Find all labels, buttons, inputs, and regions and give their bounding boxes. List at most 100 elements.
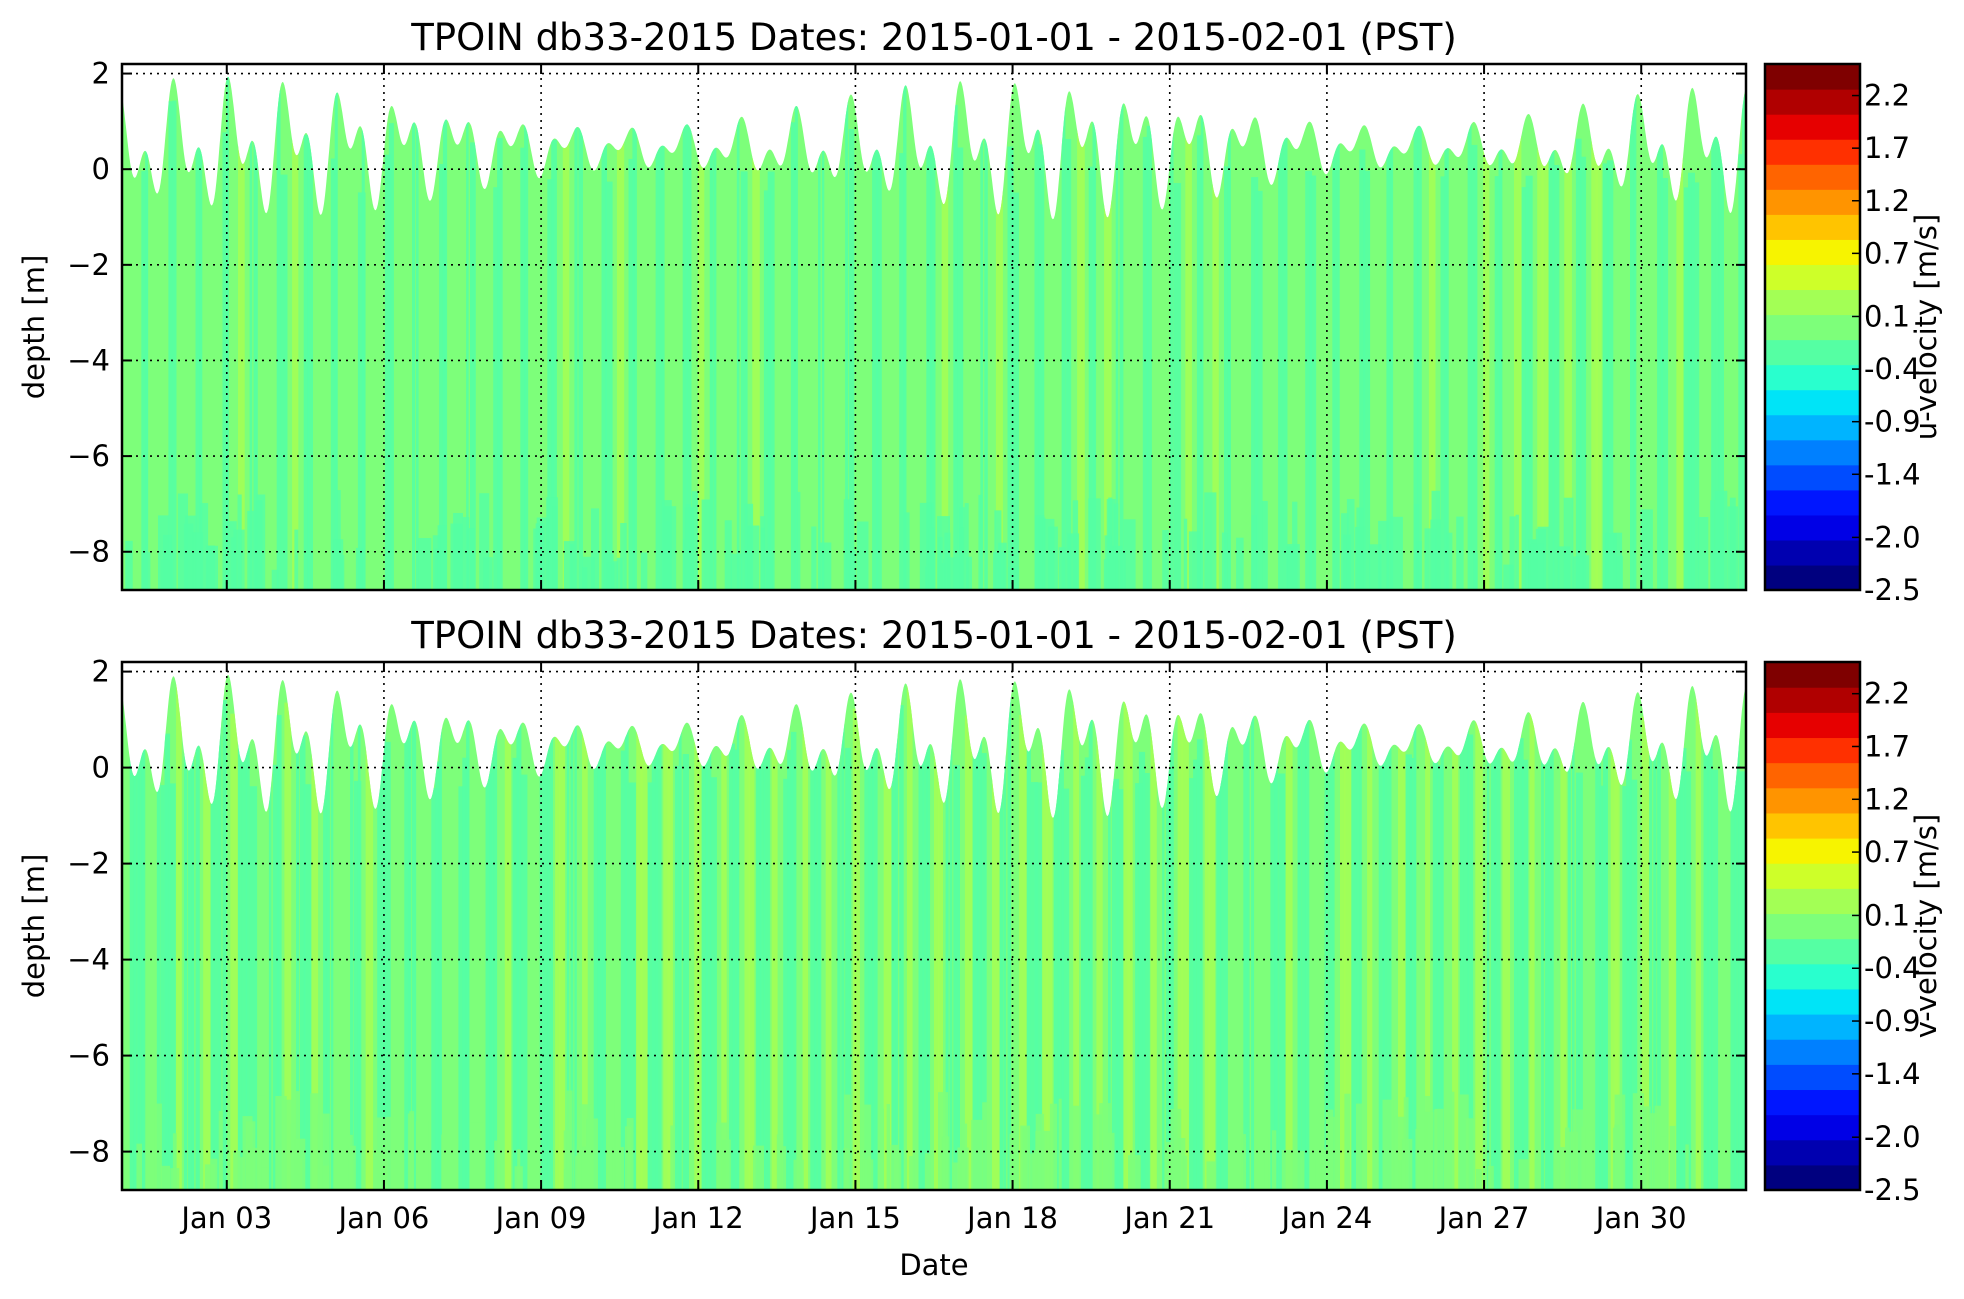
colorbar-label: v-velocity [m/s] — [1909, 814, 1943, 1038]
colorbar-segment — [1765, 439, 1860, 466]
colorbar-segment — [1765, 339, 1860, 366]
colorbar-segment — [1765, 514, 1860, 541]
colorbar-tick-label: -0.4 — [1864, 352, 1921, 386]
colorbar-segment — [1765, 1139, 1860, 1166]
colorbar-segment — [1765, 1114, 1860, 1141]
colorbar-segment — [1765, 489, 1860, 516]
y-tick-label: −2 — [67, 248, 110, 282]
y-tick-label: −6 — [67, 1039, 110, 1073]
y-tick-label: 2 — [92, 57, 110, 91]
colorbar-segment — [1765, 164, 1860, 190]
y-tick-label: −8 — [67, 535, 110, 569]
colorbar-tick-label: -2.5 — [1864, 1173, 1921, 1207]
x-tick-label: Jan 09 — [494, 1201, 587, 1235]
x-tick-label: Jan 03 — [179, 1201, 272, 1235]
x-tick-label: Jan 18 — [965, 1201, 1058, 1235]
colorbar-segment — [1765, 239, 1860, 265]
colorbar-segment — [1765, 888, 1860, 915]
colorbar-tick-label: -0.9 — [1864, 405, 1921, 439]
colorbar-segment — [1765, 1039, 1860, 1065]
colorbar-tick-label: -2.0 — [1864, 520, 1921, 554]
colorbar-segment — [1765, 913, 1860, 940]
colorbar-segment — [1765, 863, 1860, 889]
colorbar-segment — [1765, 1064, 1860, 1091]
colorbar-segment — [1765, 938, 1860, 965]
colorbar-tick-label: 1.2 — [1864, 184, 1910, 218]
colorbar-tick-label: 0.1 — [1864, 898, 1910, 932]
colorbar-segment — [1765, 787, 1860, 814]
x-tick-label: Jan 27 — [1437, 1201, 1530, 1235]
colorbar-tick-label: 1.2 — [1864, 782, 1910, 816]
colorbar-tick-label: -0.9 — [1864, 1004, 1921, 1038]
colorbar-segment — [1765, 539, 1860, 566]
panel-2: 2 0 −2 −4 −6 −8 Jan 03 Jan 06 Jan 09 Jan 12 Jan 15… — [17, 614, 1943, 1282]
colorbar-segment — [1765, 1164, 1860, 1191]
y-axis-label: depth [m] — [17, 255, 51, 400]
colorbar-tick-label: 0.7 — [1864, 835, 1910, 869]
x-axis-label: Date — [899, 1248, 968, 1282]
colorbar-segment — [1765, 1014, 1860, 1040]
x-tick-label: Jan 06 — [337, 1201, 430, 1235]
colorbar-tick-label: -2.5 — [1864, 573, 1921, 607]
y-tick-label: 0 — [92, 152, 110, 186]
y-tick-label: −2 — [67, 847, 110, 881]
colorbar-label: u-velocity [m/s] — [1909, 214, 1943, 440]
colorbar-segment — [1765, 139, 1860, 165]
y-axis-label: depth [m] — [17, 854, 51, 999]
chart-title: TPOIN db33-2015 Dates: 2015-01-01 - 2015… — [410, 614, 1457, 657]
colorbar-tick-label: -2.0 — [1864, 1120, 1921, 1154]
colorbar-tick-label: 1.7 — [1864, 729, 1910, 763]
velocity-field — [122, 76, 1746, 590]
colorbar-segment — [1765, 812, 1860, 839]
colorbar-segment — [1765, 389, 1860, 416]
colorbar-segment — [1765, 737, 1860, 764]
colorbar-tick-label: -0.4 — [1864, 951, 1921, 985]
colorbar-tick-label: 2.2 — [1864, 79, 1910, 113]
colorbar-tick-label: 0.7 — [1864, 236, 1910, 270]
grid — [122, 662, 1746, 1190]
colorbar-segment — [1765, 289, 1860, 316]
colorbar-tick-label: 2.2 — [1864, 677, 1910, 711]
colorbar-tick-label: -1.4 — [1864, 457, 1921, 491]
velocity-field — [122, 675, 1746, 1190]
y-tick-label: −4 — [67, 943, 110, 977]
colorbar-segment — [1765, 89, 1860, 115]
colorbar-segment — [1765, 464, 1860, 491]
panel-1: 2 0 −2 −4 −6 −8 TPOIN db33-2015 Dates: 2015-01… — [17, 16, 1943, 607]
colorbar-segment — [1765, 564, 1860, 591]
colorbar-segment — [1765, 64, 1860, 90]
x-tick-label: Jan 21 — [1122, 1201, 1215, 1235]
colorbar-segment — [1765, 314, 1860, 341]
y-tick-label: −8 — [67, 1135, 110, 1169]
chart-title: TPOIN db33-2015 Dates: 2015-01-01 - 2015… — [410, 16, 1457, 59]
colorbar-segment — [1765, 264, 1860, 291]
colorbar-segment — [1765, 838, 1860, 864]
y-tick-label: 0 — [92, 751, 110, 785]
x-tick-label: Jan 15 — [808, 1201, 901, 1235]
colorbar-segment — [1765, 762, 1860, 789]
y-tick-label: −4 — [67, 343, 110, 377]
colorbar-tick-label: 0.1 — [1864, 299, 1910, 333]
colorbar-segment — [1765, 189, 1860, 215]
y-tick-label: 2 — [92, 655, 110, 689]
colorbar-segment — [1765, 963, 1860, 990]
colorbar: 2.2 1.7 1.2 0.7 0.1 -0.4 -0.9 -1.4 -2.0 -2.5 v-vel… — [1763, 660, 1943, 1207]
colorbar-segment — [1765, 364, 1860, 391]
colorbar: 2.2 1.7 1.2 0.7 0.1 -0.4 -0.9 -1.4 -2.0 -2.5 u-vel… — [1763, 62, 1943, 607]
plot-frame — [120, 660, 1748, 1192]
colorbar-tick-label: 1.7 — [1864, 131, 1910, 165]
colorbar-segment — [1765, 214, 1860, 240]
colorbar-tick-label: -1.4 — [1864, 1057, 1921, 1091]
plot-frame — [120, 62, 1748, 592]
colorbar-segment — [1765, 1089, 1860, 1116]
grid — [122, 64, 1746, 590]
colorbar-segment — [1765, 687, 1860, 713]
x-tick-label: Jan 30 — [1594, 1201, 1687, 1235]
colorbar-segment — [1765, 114, 1860, 140]
x-tick-label: Jan 12 — [651, 1201, 744, 1235]
colorbar-segment — [1765, 414, 1860, 441]
colorbar-segment — [1765, 988, 1860, 1015]
y-tick-label: −6 — [67, 439, 110, 473]
x-tick-label: Jan 24 — [1279, 1201, 1372, 1235]
